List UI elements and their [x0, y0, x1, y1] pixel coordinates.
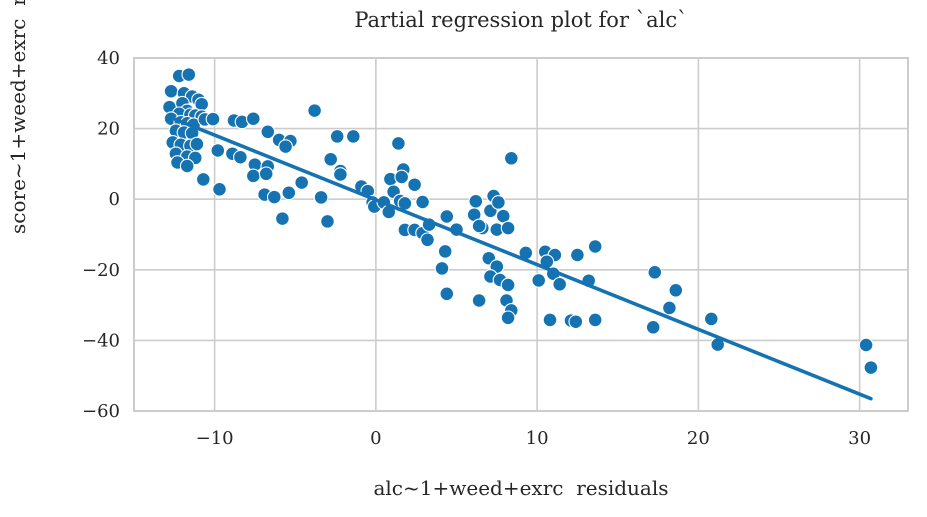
scatter-point [313, 190, 329, 205]
x-tick-label: 10 [526, 428, 549, 449]
scatter-point [668, 282, 684, 298]
scatter-point [552, 276, 568, 292]
scatter-point [491, 195, 506, 210]
x-tick-label: 30 [848, 428, 871, 449]
scatter-point [471, 293, 487, 308]
scatter-point [345, 129, 361, 144]
scatter-point [500, 310, 516, 326]
y-tick-label: 20 [97, 119, 120, 140]
x-tick-label: −10 [196, 428, 234, 449]
scatter-point [863, 360, 879, 375]
scatter-point [394, 169, 410, 185]
scatter-point [542, 312, 558, 328]
scatter-point [195, 172, 211, 187]
scatter-point [468, 193, 484, 209]
scatter-point [329, 129, 345, 144]
x-axis-label: alc~1+weed+exrc residuals [373, 476, 669, 500]
scatter-point [189, 136, 205, 152]
scatter-point [587, 239, 603, 254]
y-tick-label: 40 [97, 48, 120, 69]
x-tick-label: 0 [370, 428, 381, 449]
scatter-point [471, 218, 487, 234]
scatter-point [500, 277, 516, 293]
scatter-point [439, 209, 455, 224]
scatter-point [260, 124, 276, 140]
scatter-point [163, 83, 179, 99]
scatter-point [320, 214, 335, 229]
axes-frame [133, 57, 909, 412]
scatter-point [391, 136, 406, 151]
scatter-point [278, 139, 293, 154]
regression-line [167, 115, 873, 401]
scatter-point [407, 177, 422, 193]
scatter-point [500, 220, 516, 236]
scatter-point [275, 211, 290, 226]
scatter-point [281, 185, 297, 201]
y-tick-label: −60 [82, 401, 120, 422]
scatter-point [437, 244, 453, 259]
scatter-point [212, 181, 227, 197]
scatter-point [434, 261, 450, 276]
scatter-point [205, 111, 221, 127]
scatter-point [323, 151, 339, 167]
x-tick-label: 20 [687, 428, 710, 449]
scatter-point [181, 67, 197, 82]
scatter-point [645, 319, 661, 335]
scatter-point [503, 150, 519, 166]
scatter-point [570, 247, 585, 263]
y-tick-label: −20 [82, 260, 120, 281]
scatter-point [258, 166, 274, 182]
scatter-point [333, 167, 348, 182]
scatter-point [420, 232, 435, 248]
scatter-point [245, 111, 261, 127]
scatter-point [210, 143, 226, 158]
scatter-point [266, 189, 282, 205]
scatter-point [245, 168, 261, 184]
scatter-point [647, 264, 663, 280]
scatter-point [179, 158, 195, 174]
scatter-point [233, 149, 248, 165]
scatter-point [439, 286, 455, 302]
scatter-point [531, 273, 547, 288]
scatter-point [415, 194, 430, 210]
chart-title: Partial regression plot for `alc` [354, 8, 688, 32]
scatter-point [662, 300, 677, 316]
scatter-point [858, 337, 874, 353]
scatter-point [703, 311, 719, 327]
axes-background [134, 58, 908, 411]
scatter-point [294, 175, 310, 190]
y-tick-label: −40 [82, 330, 120, 351]
scatter-point [587, 312, 603, 328]
scatter-point [568, 314, 584, 330]
scatter-point [307, 103, 322, 118]
y-tick-label: 0 [109, 189, 120, 210]
